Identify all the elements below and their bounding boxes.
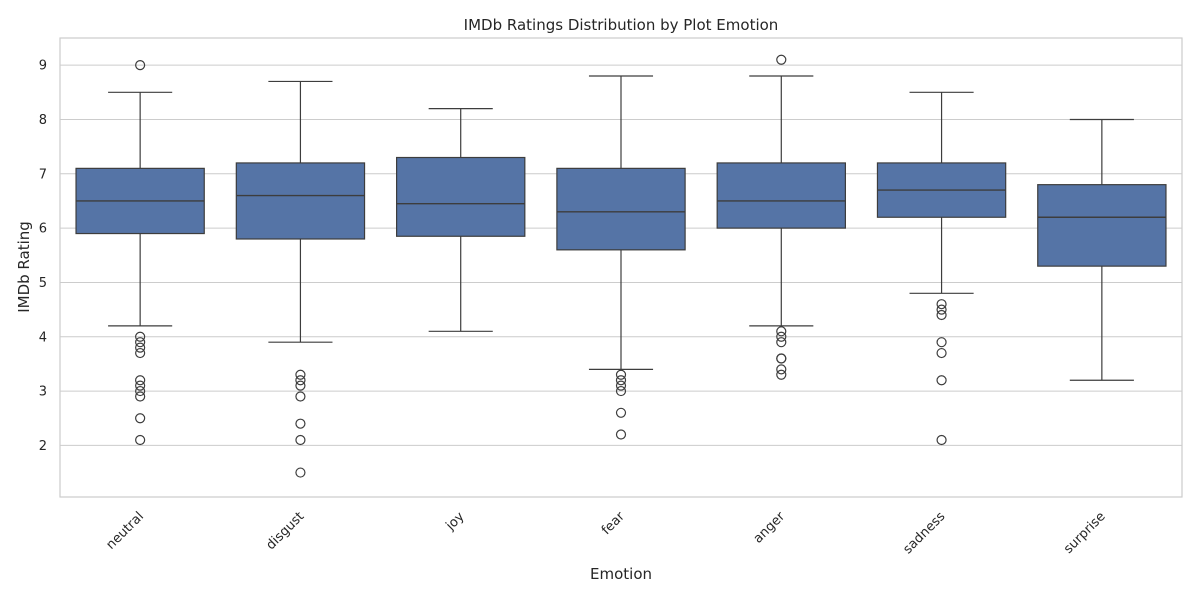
outlier-point bbox=[936, 304, 947, 315]
outlier-point bbox=[295, 380, 306, 391]
outlier-point bbox=[776, 54, 787, 65]
x-tick-label: sadness bbox=[900, 509, 948, 557]
outlier-point bbox=[135, 385, 146, 397]
outlier-point bbox=[615, 380, 627, 391]
y-tick-label: 9 bbox=[39, 59, 47, 74]
y-tick-labels: 2 3 4 5 6 7 8 9 bbox=[39, 59, 47, 454]
outlier-point bbox=[295, 418, 306, 429]
iqr-box bbox=[556, 167, 686, 251]
outlier-point bbox=[776, 326, 787, 337]
outlier-point bbox=[295, 467, 306, 478]
x-tick-label: anger bbox=[751, 509, 789, 547]
outlier-point bbox=[135, 434, 146, 446]
y-tick-label: 4 bbox=[39, 330, 47, 345]
outlier-point bbox=[615, 375, 627, 386]
outlier-point bbox=[936, 299, 947, 310]
outlier-point bbox=[615, 369, 627, 380]
outlier-point bbox=[135, 347, 146, 359]
outlier-point bbox=[295, 434, 306, 446]
outlier-point bbox=[135, 380, 146, 391]
outlier-point bbox=[615, 407, 627, 418]
outlier-point bbox=[936, 309, 947, 321]
x-tick-labels: neutral disgust joy fear anger sadness surpris… bbox=[103, 509, 1108, 557]
outlier-point bbox=[776, 369, 787, 380]
boxes bbox=[75, 54, 1167, 478]
outlier-point bbox=[295, 375, 306, 386]
x-tick-label: fear bbox=[599, 509, 628, 538]
outlier-point bbox=[936, 375, 947, 386]
outlier-point bbox=[135, 413, 146, 424]
y-tick-label: 7 bbox=[39, 167, 47, 182]
outlier-point bbox=[615, 429, 627, 440]
y-axis-label: IMDb Rating bbox=[15, 221, 33, 313]
box-fear bbox=[556, 75, 686, 440]
box-surprise bbox=[1037, 118, 1167, 381]
plot-frame bbox=[59, 37, 1183, 498]
outlier-point bbox=[135, 331, 146, 342]
outlier-point bbox=[135, 375, 146, 386]
box-neutral bbox=[75, 60, 205, 446]
y-tick-label: 5 bbox=[39, 276, 47, 291]
x-tick-label: joy bbox=[443, 509, 468, 534]
x-tick-label: disgust bbox=[263, 509, 307, 553]
x-tick-label: surprise bbox=[1061, 509, 1109, 557]
iqr-box bbox=[1037, 184, 1167, 267]
outlier-point bbox=[135, 391, 146, 402]
outlier-point bbox=[776, 337, 787, 348]
outlier-point bbox=[135, 342, 146, 353]
x-axis-label: Emotion bbox=[590, 565, 652, 583]
outlier-point bbox=[615, 385, 627, 397]
outlier-point bbox=[936, 347, 947, 359]
chart-title: IMDb Ratings Distribution by Plot Emotio… bbox=[464, 16, 779, 34]
iqr-box bbox=[235, 162, 366, 240]
outlier-point bbox=[295, 391, 306, 402]
y-tick-label: 8 bbox=[39, 113, 47, 128]
iqr-box bbox=[716, 162, 847, 229]
box-sadness bbox=[876, 91, 1007, 446]
y-tick-label: 2 bbox=[39, 439, 47, 454]
box-anger bbox=[716, 54, 847, 380]
y-tick-label: 3 bbox=[39, 385, 47, 400]
box-disgust bbox=[235, 80, 366, 478]
outlier-point bbox=[135, 337, 146, 348]
outlier-point bbox=[295, 369, 306, 380]
outlier-point bbox=[936, 337, 947, 348]
outlier-point bbox=[776, 331, 787, 342]
iqr-box bbox=[396, 156, 526, 237]
box-joy bbox=[396, 108, 526, 332]
x-tick-label: neutral bbox=[103, 509, 146, 552]
outlier-point bbox=[776, 353, 787, 364]
outlier-point bbox=[936, 434, 947, 446]
outlier-point bbox=[135, 60, 146, 71]
outlier-point bbox=[776, 364, 787, 375]
y-tick-label: 6 bbox=[39, 222, 47, 237]
